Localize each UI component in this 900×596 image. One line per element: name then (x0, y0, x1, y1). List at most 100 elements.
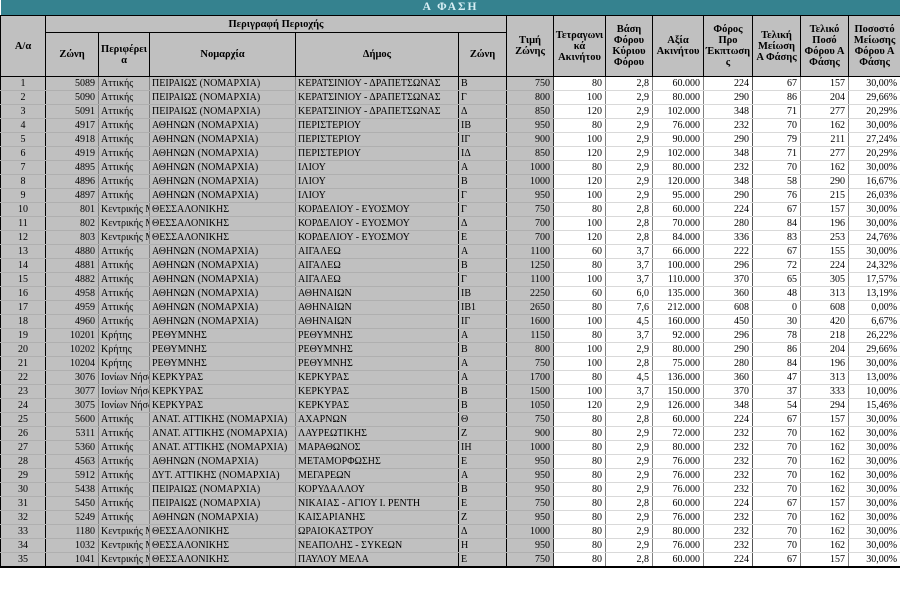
cell-prefecture: ΑΝΑΤ. ΑΤΤΙΚΗΣ (ΝΟΜΑΡΧΙΑ) (149, 426, 296, 441)
cell-prefecture: ΡΕΘΥΜΝΗΣ (149, 342, 296, 357)
cell-zone-letter: Α (458, 328, 507, 343)
cell-final-tax: 162 (800, 510, 849, 525)
cell-region: Αττικής (98, 426, 150, 441)
cell-sqm: 100 (553, 314, 606, 329)
cell-zone-code: 4882 (45, 272, 99, 287)
cell-row-number: 14 (0, 258, 46, 273)
cell-zone-letter: Γ (458, 272, 507, 287)
cell-final-reduction: 67 (752, 202, 801, 217)
cell-final-reduction: 70 (752, 426, 801, 441)
cell-final-reduction: 70 (752, 482, 801, 497)
cell-sqm: 80 (553, 482, 606, 497)
cell-zone-price: 950 (506, 510, 554, 525)
cell-tax-base: 2,8 (605, 356, 653, 371)
cell-sqm: 80 (553, 552, 606, 568)
cell-municipality: ΩΡΑΙΟΚΑΣΤΡΟΥ (295, 524, 459, 539)
cell-final-tax: 162 (800, 118, 849, 133)
cell-final-tax: 157 (800, 202, 849, 217)
cell-region: Αττικής (98, 160, 150, 175)
cell-row-number: 17 (0, 300, 46, 315)
table-row: 30 5438 Αττικής ΠΕΙΡΑΙΩΣ (ΝΟΜΑΡΧΙΑ) ΚΟΡΥΔΑΛΛ… (0, 482, 900, 497)
col-header-row-number: Α/α (0, 15, 46, 77)
cell-tax-before-discount: 290 (703, 188, 753, 203)
cell-tax-base: 2,8 (605, 412, 653, 427)
cell-zone-price: 1250 (506, 258, 554, 273)
cell-region: Αττικής (98, 132, 150, 147)
cell-tax-before-discount: 290 (703, 132, 753, 147)
cell-property-value: 160.000 (652, 314, 704, 329)
cell-tax-base: 2,9 (605, 426, 653, 441)
cell-zone-code: 801 (45, 202, 99, 217)
cell-final-tax: 215 (800, 188, 849, 203)
cell-prefecture: ΑΘΗΝΩΝ (ΝΟΜΑΡΧΙΑ) (149, 258, 296, 273)
cell-municipality: ΚΟΡΔΕΛΙΟΥ - ΕΥΟΣΜΟΥ (295, 202, 459, 217)
cell-tax-before-discount: 370 (703, 384, 753, 399)
cell-zone-price: 850 (506, 104, 554, 119)
cell-prefecture: ΑΘΗΝΩΝ (ΝΟΜΑΡΧΙΑ) (149, 244, 296, 259)
cell-sqm: 120 (553, 230, 606, 245)
cell-reduction-percent: 30,00% (848, 412, 900, 427)
cell-final-tax: 313 (800, 286, 849, 301)
cell-region: Κρήτης (98, 342, 150, 357)
cell-zone-code: 10204 (45, 356, 99, 371)
cell-tax-before-discount: 608 (703, 300, 753, 315)
cell-final-reduction: 30 (752, 314, 801, 329)
cell-sqm: 80 (553, 496, 606, 511)
cell-region: Κεντρικής Μ (98, 524, 150, 539)
cell-final-tax: 420 (800, 314, 849, 329)
table-row: 18 4960 Αττικής ΑΘΗΝΩΝ (ΝΟΜΑΡΧΙΑ) ΑΘΗΝΑΙΩΝ ΙΓ… (0, 314, 900, 329)
cell-tax-base: 2,9 (605, 104, 653, 119)
cell-zone-letter: Β (458, 76, 507, 91)
cell-final-tax: 196 (800, 216, 849, 231)
cell-zone-code: 4881 (45, 258, 99, 273)
cell-tax-before-discount: 370 (703, 272, 753, 287)
cell-zone-letter: Δ (458, 104, 507, 119)
cell-municipality: ΙΛΙΟΥ (295, 174, 459, 189)
cell-prefecture: ΠΕΙΡΑΙΩΣ (ΝΟΜΑΡΧΙΑ) (149, 76, 296, 91)
cell-reduction-percent: 30,00% (848, 216, 900, 231)
cell-municipality: ΚΑΙΣΑΡΙΑΝΗΣ (295, 510, 459, 525)
cell-region: Κεντρικής Μ (98, 552, 150, 568)
cell-property-value: 80.000 (652, 160, 704, 175)
cell-zone-code: 1041 (45, 552, 99, 568)
cell-sqm: 80 (553, 510, 606, 525)
cell-row-number: 31 (0, 496, 46, 511)
cell-prefecture: ΚΕΡΚΥΡΑΣ (149, 370, 296, 385)
table-row: 21 10204 Κρήτης ΡΕΘΥΜΝΗΣ ΡΕΘΥΜΝΗΣ Α 750 100 2,8 7… (0, 356, 900, 371)
cell-municipality: ΙΛΙΟΥ (295, 160, 459, 175)
cell-reduction-percent: 26,22% (848, 328, 900, 343)
cell-prefecture: ΑΝΑΤ. ΑΤΤΙΚΗΣ (ΝΟΜΑΡΧΙΑ) (149, 412, 296, 427)
cell-zone-letter: Δ (458, 216, 507, 231)
cell-property-value: 92.000 (652, 328, 704, 343)
cell-final-reduction: 67 (752, 496, 801, 511)
cell-final-reduction: 58 (752, 174, 801, 189)
cell-municipality: ΑΘΗΝΑΙΩΝ (295, 286, 459, 301)
cell-prefecture: ΑΘΗΝΩΝ (ΝΟΜΑΡΧΙΑ) (149, 132, 296, 147)
cell-zone-price: 750 (506, 356, 554, 371)
cell-municipality: ΜΕΤΑΜΟΡΦΩΣΗΣ (295, 454, 459, 469)
cell-reduction-percent: 0,00% (848, 300, 900, 315)
cell-tax-before-discount: 224 (703, 202, 753, 217)
cell-zone-price: 950 (506, 118, 554, 133)
cell-zone-price: 1700 (506, 370, 554, 385)
cell-tax-base: 3,7 (605, 384, 653, 399)
cell-final-tax: 204 (800, 90, 849, 105)
cell-final-reduction: 70 (752, 440, 801, 455)
cell-final-reduction: 83 (752, 230, 801, 245)
col-header-sqm: Τετραγωνικά Ακινήτου (553, 15, 606, 77)
cell-final-reduction: 70 (752, 118, 801, 133)
cell-municipality: ΚΕΡΚΥΡΑΣ (295, 370, 459, 385)
cell-zone-price: 1050 (506, 398, 554, 413)
cell-zone-code: 3076 (45, 370, 99, 385)
cell-municipality: ΑΙΓΑΛΕΩ (295, 258, 459, 273)
cell-final-reduction: 70 (752, 524, 801, 539)
cell-zone-letter: ΙΓ (458, 132, 507, 147)
cell-municipality: ΙΛΙΟΥ (295, 188, 459, 203)
cell-zone-letter: Β (458, 174, 507, 189)
cell-zone-code: 5912 (45, 468, 99, 483)
cell-region: Αττικής (98, 454, 150, 469)
cell-final-tax: 211 (800, 132, 849, 147)
table-row: 3 5091 Αττικής ΠΕΙΡΑΙΩΣ (ΝΟΜΑΡΧΙΑ) ΚΕΡΑΤΣΙΝΙ… (0, 104, 900, 119)
cell-property-value: 60.000 (652, 202, 704, 217)
cell-zone-letter: Α (458, 468, 507, 483)
